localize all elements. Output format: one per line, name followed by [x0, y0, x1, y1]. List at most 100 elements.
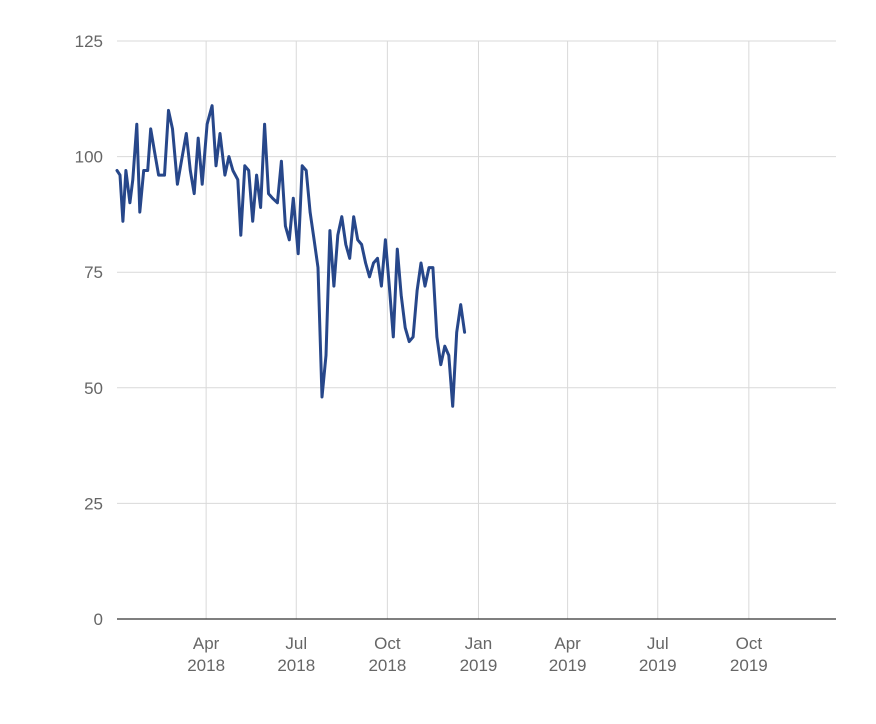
data-point [259, 206, 262, 209]
data-point [124, 169, 128, 172]
gridlines [117, 40, 836, 619]
data-point [419, 261, 423, 265]
data-point [223, 173, 227, 177]
data-point [352, 215, 355, 218]
data-point [305, 169, 308, 172]
data-point [376, 257, 379, 260]
y-tick-label: 50 [84, 379, 103, 398]
data-point [463, 331, 466, 334]
x-tick-year: 2018 [368, 656, 406, 675]
x-tick-month: Jan [465, 634, 492, 653]
data-point [167, 109, 170, 112]
data-point [348, 257, 351, 260]
data-point [131, 178, 134, 181]
data-point [135, 123, 138, 126]
data-point [121, 220, 125, 223]
x-tick-year: 2019 [549, 656, 587, 675]
y-tick-label: 75 [84, 263, 103, 282]
data-point [411, 335, 415, 339]
data-point [149, 127, 152, 131]
data-point [340, 215, 343, 218]
data-point [324, 354, 328, 357]
data-point [344, 243, 347, 246]
data-point [320, 395, 324, 399]
data-point [189, 169, 192, 172]
data-point [118, 173, 122, 177]
data-point [447, 354, 450, 357]
data-point [255, 173, 258, 177]
data-point [388, 284, 391, 288]
data-point [356, 238, 359, 241]
data-point [332, 284, 336, 288]
data-point [435, 335, 439, 339]
data-point [236, 178, 239, 181]
data-point [392, 335, 395, 339]
tick-labels: 0 25 50 75 100 125 Apr 2018 Jul 2018 Oct 2018 Jan 201… [75, 32, 768, 675]
data-point [396, 247, 399, 251]
data-point [364, 261, 367, 265]
data-point [239, 234, 242, 237]
data-point [115, 169, 119, 172]
data-point [227, 155, 231, 158]
data-point [400, 294, 403, 297]
x-tick-month: Apr [554, 634, 581, 653]
data-point [218, 132, 222, 135]
data-point [157, 173, 160, 177]
data-point [443, 345, 446, 348]
data-point [455, 331, 458, 334]
data-point [297, 252, 300, 255]
y-tick-label: 100 [75, 148, 103, 167]
x-tick-year: 2019 [639, 656, 677, 675]
x-tick-year: 2019 [730, 656, 768, 675]
data-point [205, 123, 209, 126]
data-point [328, 229, 332, 232]
data-point [128, 201, 132, 204]
data-point [210, 104, 214, 107]
x-tick-year: 2018 [277, 656, 315, 675]
data-point [231, 169, 235, 172]
data-point [185, 132, 188, 135]
x-tick-month: Jul [285, 634, 307, 653]
data-point [372, 261, 375, 265]
data-point [267, 192, 270, 195]
data-point [280, 160, 283, 163]
data-point [214, 164, 218, 167]
data-point [368, 275, 371, 278]
x-tick-month: Apr [193, 634, 220, 653]
data-point [171, 127, 174, 131]
series-line [115, 104, 467, 408]
x-tick-year: 2018 [187, 656, 225, 675]
data-point [243, 164, 246, 167]
x-tick-year: 2019 [460, 656, 498, 675]
data-point [384, 238, 387, 241]
y-tick-label: 0 [94, 610, 103, 629]
data-point [176, 183, 179, 186]
data-point [193, 192, 196, 195]
data-point [251, 220, 254, 223]
data-point [247, 169, 250, 172]
data-point [142, 169, 145, 172]
data-point [263, 123, 266, 126]
data-point [380, 284, 383, 288]
data-point [180, 160, 183, 163]
data-point [301, 164, 304, 167]
data-point [431, 266, 435, 269]
y-tick-label: 125 [75, 32, 103, 51]
data-point [451, 405, 454, 408]
data-point [415, 289, 419, 292]
x-tick-month: Jul [647, 634, 669, 653]
data-point [404, 326, 407, 329]
series-layer [115, 104, 467, 408]
data-point [197, 136, 200, 140]
data-point [459, 303, 462, 306]
data-point [312, 238, 316, 241]
data-point [163, 173, 166, 177]
data-point [271, 197, 274, 200]
data-point [138, 210, 141, 214]
data-point [408, 340, 411, 343]
data-point [360, 243, 363, 246]
data-point [336, 234, 339, 237]
data-point [146, 169, 149, 172]
data-point [153, 150, 156, 154]
data-point [439, 363, 442, 366]
